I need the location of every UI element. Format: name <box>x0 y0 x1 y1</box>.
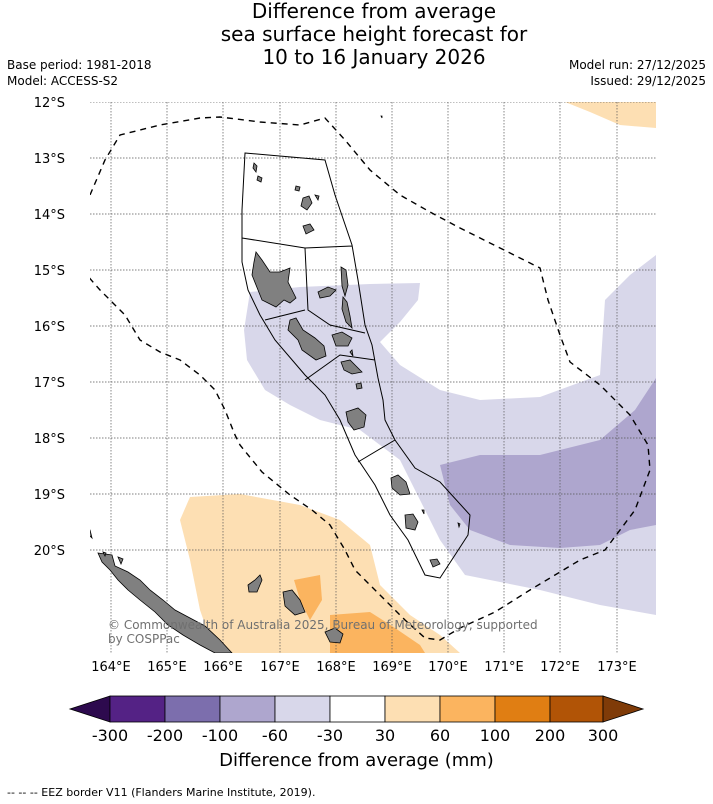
island-banks-small-2 <box>294 185 301 192</box>
island-tanna <box>404 513 419 531</box>
colorbar <box>68 695 645 723</box>
island-tongoa <box>355 382 363 390</box>
title-line-1: Difference from average <box>251 0 497 23</box>
island-epi <box>340 359 363 375</box>
colorbar-arrow-low <box>68 695 111 723</box>
island-ambae <box>317 286 337 299</box>
model-name: Model: ACCESS-S2 <box>7 74 119 88</box>
lat-label-15s: 15°S <box>34 264 65 279</box>
lat-label-17s: 17°S <box>34 376 65 391</box>
island-banks-small-1 <box>256 175 263 183</box>
lat-label-18s: 18°S <box>34 432 65 447</box>
lon-label-164e: 164°E <box>91 660 131 675</box>
island-ouvea <box>247 574 263 593</box>
anomaly-light-orange-region-south <box>180 494 460 653</box>
province-boundaries <box>241 152 471 579</box>
title-line-3: 10 to 16 January 2026 <box>262 45 486 69</box>
model-run: Model run: 27/12/2025 <box>568 58 706 72</box>
title-line-2: sea surface height forecast for <box>220 22 528 46</box>
meta-left: Base period: 1981-2018 Model: ACCESS-S2 <box>7 57 152 89</box>
island-lifou <box>282 589 306 616</box>
colorbar-bin-7 <box>439 695 496 723</box>
island-torres <box>252 162 258 173</box>
island-malekula <box>287 317 327 361</box>
colorbar-tick-labels: -300 -200 -100 -60 -30 30 60 100 200 300 <box>92 726 618 745</box>
anomaly-orange-region-2 <box>330 612 425 653</box>
cb-tick-4: -30 <box>317 726 343 745</box>
longitude-labels: 164°E 165°E 166°E 167°E 168°E 169°E 170°… <box>91 660 637 675</box>
colorbar-bin-3 <box>219 695 276 723</box>
cb-tick-8: 200 <box>535 726 566 745</box>
anomaly-light-orange-region-north <box>565 102 656 128</box>
island-mare <box>324 627 344 644</box>
island-espiritu-santo <box>251 251 297 308</box>
lon-label-173e: 173°E <box>597 660 637 675</box>
cb-tick-5: 30 <box>375 726 395 745</box>
island-vanua-lava <box>314 194 320 202</box>
island-efate <box>345 407 367 431</box>
island-gaua <box>300 195 313 211</box>
issued-date: Issued: 29/12/2025 <box>590 74 706 88</box>
copyright-line-1: © Commonwealth of Australia 2025, Bureau… <box>108 618 538 632</box>
island-pentecost <box>341 295 353 330</box>
island-belep <box>90 529 93 540</box>
map-title: Difference from average sea surface heig… <box>0 0 713 69</box>
colorbar-title: Difference from average (mm) <box>219 750 494 771</box>
lon-label-165e: 165°E <box>147 660 187 675</box>
meta-right: Model run: 27/12/2025 Issued: 29/12/2025 <box>569 57 706 89</box>
graticule <box>90 102 656 653</box>
island-small-3 <box>302 223 315 235</box>
colorbar-bin-2 <box>164 695 221 723</box>
island-new-caledonia <box>97 552 233 653</box>
anomaly-orange-region <box>294 575 322 620</box>
lat-label-19s: 19°S <box>34 488 65 503</box>
colorbar-arrow-high <box>602 695 645 723</box>
lon-label-170e: 170°E <box>428 660 468 675</box>
cb-tick-2: -100 <box>202 726 238 745</box>
island-erromango <box>390 474 411 496</box>
island-aneityum <box>429 558 441 568</box>
cb-tick-3: -60 <box>262 726 288 745</box>
eez-border <box>90 116 651 641</box>
land-masses <box>90 115 461 653</box>
lon-label-168e: 168°E <box>316 660 356 675</box>
lat-label-13s: 13°S <box>34 152 65 167</box>
cb-tick-1: -200 <box>147 726 183 745</box>
lon-label-172e: 172°E <box>540 660 580 675</box>
cb-tick-9: 300 <box>588 726 619 745</box>
lon-label-166e: 166°E <box>203 660 243 675</box>
colorbar-bin-6 <box>384 695 441 723</box>
cb-tick-0: -300 <box>92 726 128 745</box>
colorbar-bin-4 <box>274 695 331 723</box>
cb-tick-7: 100 <box>480 726 511 745</box>
island-nc-north <box>102 551 107 558</box>
colorbar-bin-1 <box>109 695 166 723</box>
lon-label-169e: 169°E <box>372 660 412 675</box>
base-period: Base period: 1981-2018 <box>7 58 152 72</box>
copyright-line-2: by COSPPac <box>108 632 180 646</box>
latitude-labels: 12°S 13°S 14°S 15°S 16°S 17°S 18°S 19°S … <box>34 96 65 559</box>
lon-label-171e: 171°E <box>484 660 524 675</box>
lon-label-167e: 167°E <box>260 660 300 675</box>
lat-label-20s: 20°S <box>34 544 65 559</box>
colorbar-bin-5 <box>329 695 386 723</box>
anomaly-medium-purple-region <box>440 378 656 548</box>
island-ambrym <box>331 331 353 347</box>
island-aniwa <box>421 509 425 515</box>
colorbar-bin-9 <box>549 695 604 723</box>
island-maewo <box>340 266 349 298</box>
island-nc-small <box>117 556 124 566</box>
lat-label-16s: 16°S <box>34 320 65 335</box>
island-walpole <box>380 115 383 119</box>
map-plot-area: © Commonwealth of Australia 2025, Bureau… <box>90 102 656 653</box>
colorbar-bin-8 <box>494 695 551 723</box>
island-paama <box>349 349 354 357</box>
lat-label-14s: 14°S <box>34 208 65 223</box>
cb-tick-6: 60 <box>430 726 450 745</box>
eez-footnote: -- -- -- EEZ border V11 (Flanders Marine… <box>7 786 316 799</box>
lat-label-12s: 12°S <box>34 96 65 111</box>
island-futuna <box>457 522 461 529</box>
